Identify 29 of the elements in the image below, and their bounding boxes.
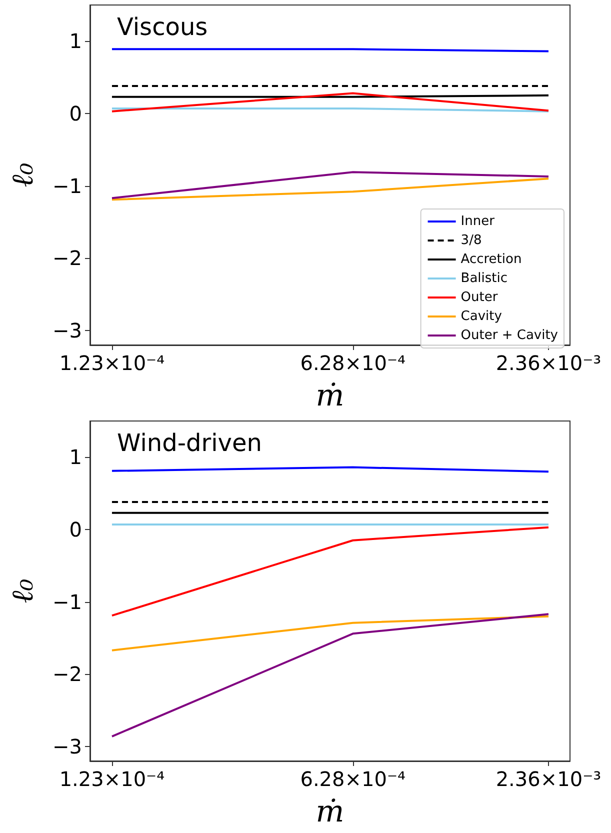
- y-tick-label: 1: [69, 29, 82, 54]
- x-axis-title: ṁ: [316, 378, 344, 414]
- legend-label: Outer: [460, 290, 498, 305]
- y-tick-label: −1: [52, 590, 82, 614]
- x-axis-title: ṁ: [316, 794, 344, 830]
- legend-label: Inner: [460, 214, 496, 229]
- y-tick-label: 0: [69, 518, 82, 542]
- x-tick-label: 6.28×10⁻⁴: [300, 767, 406, 791]
- y-tick-label: 0: [69, 102, 82, 126]
- y-tick-label: −2: [52, 662, 82, 686]
- x-tick-label: 1.23×10⁻⁴: [59, 351, 165, 375]
- legend-label: 3/8: [460, 233, 482, 248]
- y-tick-label: −2: [52, 246, 82, 270]
- x-tick-label: 2.36×10⁻³: [496, 767, 602, 791]
- chart-title: Viscous: [117, 13, 208, 41]
- y-axis-title: ℓ₀: [6, 578, 40, 604]
- y-tick-label: −3: [52, 734, 82, 759]
- y-axis-title: ℓ₀: [6, 162, 40, 188]
- y-tick-label: −3: [52, 318, 82, 343]
- legend-label: Outer + Cavity: [460, 328, 558, 343]
- y-tick-label: 1: [69, 445, 82, 470]
- chart-title: Wind-driven: [117, 429, 262, 457]
- legend-label: Cavity: [460, 309, 502, 324]
- legend-label: Accretion: [460, 252, 522, 267]
- legend-label: Balistic: [460, 271, 508, 286]
- y-tick-label: −1: [52, 174, 82, 198]
- x-tick-label: 1.23×10⁻⁴: [59, 767, 165, 791]
- x-tick-label: 6.28×10⁻⁴: [300, 351, 406, 375]
- x-tick-label: 2.36×10⁻³: [496, 351, 602, 375]
